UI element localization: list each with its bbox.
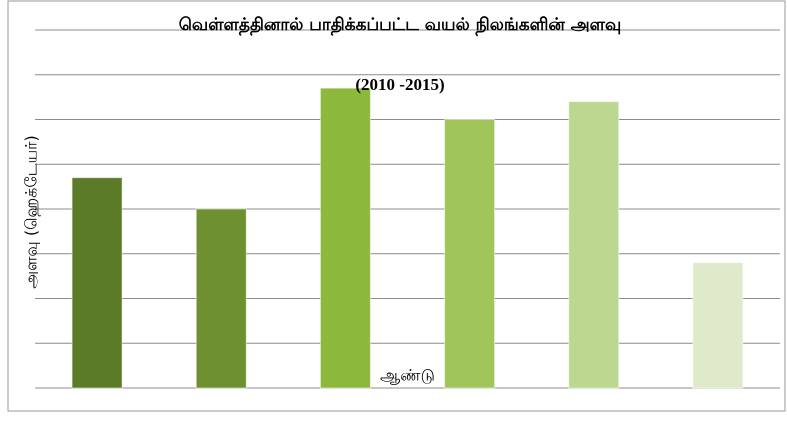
bar [71, 177, 123, 389]
y-axis-label: அளவு (ஹெக்டேயர்) [22, 135, 41, 289]
bar [692, 262, 744, 389]
chart-subtitle: (2010 -2015) [355, 75, 445, 94]
x-axis-label: ஆண்டு [380, 366, 435, 385]
bar [444, 119, 496, 389]
chart-title: வெள்ளத்தினால் பாதிக்கப்பட்ட வயல் நிலங்கள… [178, 15, 622, 35]
bar [195, 208, 247, 389]
bar [319, 87, 371, 389]
bar [568, 101, 620, 389]
chart-frame [7, 0, 786, 412]
